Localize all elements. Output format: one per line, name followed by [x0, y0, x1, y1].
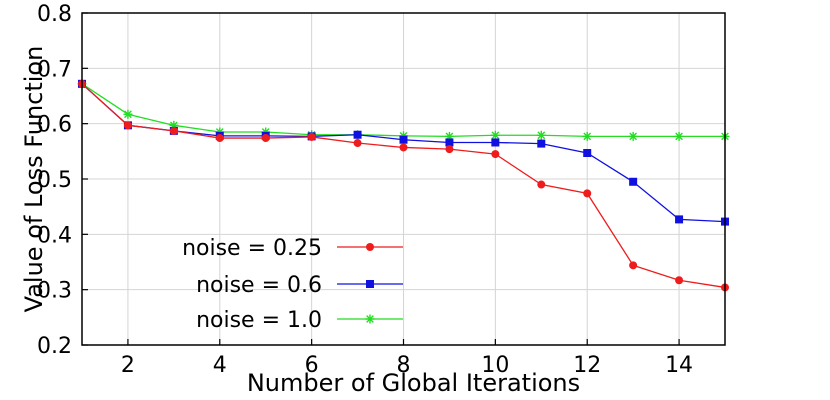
x-tick-label: 8: [397, 353, 411, 378]
data-point: [490, 130, 500, 140]
legend: noise = 0.25 noise = 0.6 noise = 1.0: [182, 236, 403, 333]
y-axis: 0.2 0.3 0.4 0.5 0.6 0.7 0.8: [37, 2, 88, 359]
data-point: [491, 150, 500, 159]
data-point: [399, 135, 408, 144]
data-point: [445, 145, 454, 154]
data-point: [537, 180, 546, 189]
legend-label: noise = 1.0: [196, 308, 322, 333]
data-point: [123, 121, 132, 130]
legend-entry: noise = 0.25: [182, 236, 403, 261]
legend-marker: [365, 314, 375, 324]
data-point: [353, 139, 362, 148]
x-tick-label: 6: [305, 353, 319, 378]
x-axis-label: Number of Global Iterations: [247, 369, 580, 397]
data-point: [675, 276, 684, 285]
data-point: [536, 130, 546, 140]
data-point: [537, 139, 546, 148]
data-point: [307, 132, 316, 141]
y-tick-label: 0.4: [37, 223, 72, 248]
data-point: [629, 177, 638, 186]
x-tick-label: 10: [481, 353, 509, 378]
data-point: [491, 138, 500, 147]
y-tick-label: 0.3: [37, 279, 72, 304]
y-tick-label: 0.8: [37, 2, 72, 27]
legend-entry: noise = 0.6: [196, 273, 403, 298]
legend-marker: [366, 243, 374, 251]
grid-lines: [82, 12, 725, 346]
x-tick-label: 2: [121, 353, 135, 378]
x-tick-label: 4: [213, 353, 227, 378]
data-point: [675, 215, 684, 224]
y-tick-label: 0.6: [37, 113, 72, 138]
data-point: [261, 134, 270, 143]
data-point: [674, 131, 684, 141]
data-point: [628, 131, 638, 141]
data-point: [169, 126, 178, 135]
x-tick-label: 14: [665, 353, 693, 378]
legend-entry: noise = 1.0: [196, 308, 403, 333]
y-axis-label: Value of Loss Function: [20, 46, 48, 313]
data-point: [399, 143, 408, 152]
data-point: [582, 131, 592, 141]
data-point: [353, 130, 362, 139]
x-axis: 2 4 6 8 10 12 14: [121, 339, 693, 378]
y-tick-label: 0.7: [37, 57, 72, 82]
data-point: [445, 138, 454, 147]
data-point: [215, 134, 224, 143]
data-point: [583, 148, 592, 157]
series-1: [78, 79, 729, 292]
legend-label: noise = 0.6: [196, 273, 322, 298]
data-point: [583, 189, 592, 198]
legend-label: noise = 0.25: [182, 236, 322, 261]
data-point: [629, 261, 638, 270]
y-tick-label: 0.2: [37, 334, 72, 359]
legend-marker: [366, 280, 374, 288]
x-tick-label: 12: [573, 353, 601, 378]
y-tick-label: 0.5: [37, 168, 72, 193]
data-point: [123, 109, 133, 119]
